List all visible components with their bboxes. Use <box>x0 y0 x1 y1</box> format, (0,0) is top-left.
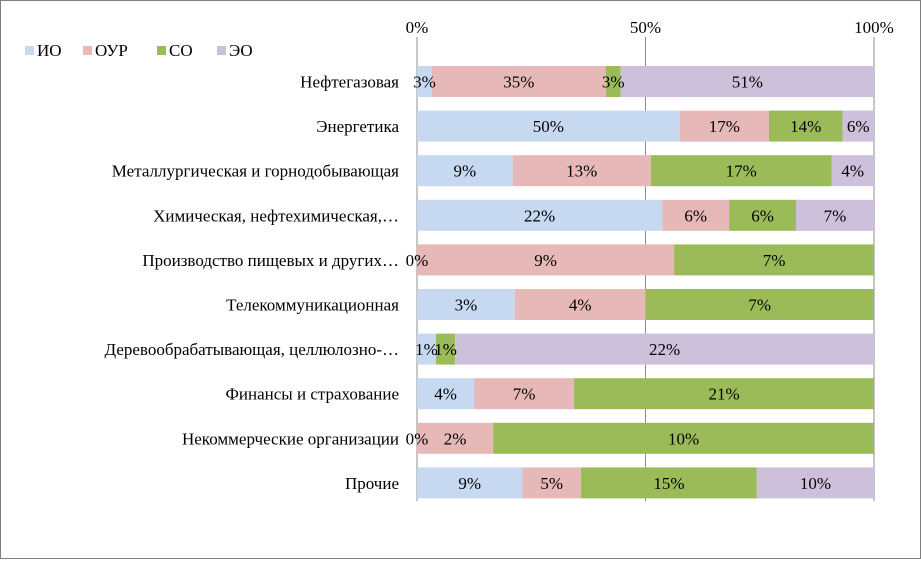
bar-segment <box>574 378 874 410</box>
data-label: 22% <box>524 206 555 225</box>
data-label: 15% <box>653 474 684 493</box>
category-label: Финансы и страхование <box>225 385 399 404</box>
bar-segment <box>417 244 675 276</box>
bar-segment <box>436 333 456 365</box>
legend-swatch <box>25 46 34 55</box>
bar-segment <box>662 199 730 231</box>
data-label: 9% <box>458 474 481 493</box>
category-label: Производство пищевых и других… <box>142 251 399 270</box>
bar-segment <box>729 199 796 231</box>
bar-segment <box>431 66 606 97</box>
legend-label: ИО <box>37 41 62 60</box>
category-label: Химическая, нефтехимическая,… <box>153 206 399 225</box>
data-label: 51% <box>732 73 763 92</box>
legend-swatch <box>83 46 92 55</box>
data-label: 17% <box>726 162 757 181</box>
bar-segment <box>417 378 475 410</box>
data-label: 4% <box>841 162 864 181</box>
bar-segment <box>522 467 582 499</box>
bar-segment <box>674 244 874 276</box>
data-label: 7% <box>748 296 771 315</box>
data-label: 17% <box>709 117 740 136</box>
x-tick-label: 100% <box>854 18 894 37</box>
bar-segment <box>650 155 832 187</box>
bar-segment <box>645 289 874 320</box>
data-labels: 3% 35% 3% 51% 50% 17% 14% 6% 9% 13% 17% 4% 22% 6% 6% 7%… <box>406 73 870 493</box>
data-label: 7% <box>763 251 786 270</box>
bar-segment <box>842 110 874 142</box>
data-label: 10% <box>800 474 831 493</box>
data-label: 6% <box>684 206 707 225</box>
data-label: 4% <box>434 385 457 404</box>
bars <box>417 66 874 499</box>
data-label: 7% <box>824 206 847 225</box>
bar-segment <box>831 155 874 187</box>
bar-segment <box>417 155 513 187</box>
data-label: 50% <box>533 117 564 136</box>
data-label: 13% <box>566 162 597 181</box>
legend-swatch <box>157 46 166 55</box>
bar-segment <box>417 110 680 142</box>
legend: ИО ОУР СО ЭО <box>25 41 253 60</box>
data-label: 4% <box>569 296 592 315</box>
bar-segment <box>620 66 874 97</box>
data-label: 2% <box>444 429 467 448</box>
data-label: 9% <box>534 251 557 270</box>
data-label: 5% <box>540 474 563 493</box>
bar-segment <box>455 333 874 365</box>
bar-segment <box>417 422 494 454</box>
category-label: Прочие <box>345 474 399 493</box>
data-label: 7% <box>513 385 536 404</box>
category-label: Некоммерческие организации <box>182 429 399 448</box>
bar-segment <box>756 467 874 499</box>
x-tick-label: 50% <box>630 18 661 37</box>
data-label: 10% <box>668 429 699 448</box>
category-labels: Нефтегазовая Энергетика Металлургическая и… <box>105 73 400 493</box>
legend-label: ЭО <box>229 41 253 60</box>
legend-label: ОУР <box>95 41 128 60</box>
bar-segment <box>493 422 874 454</box>
data-label: 1% <box>434 340 457 359</box>
bar-segment <box>768 110 843 142</box>
data-label: 3% <box>602 73 625 92</box>
bar-segment <box>514 289 646 320</box>
bar-segment <box>795 199 874 231</box>
data-label: 14% <box>790 117 821 136</box>
bar-segment <box>417 199 663 231</box>
x-axis-ticks: 0% 50% 100% <box>406 18 894 37</box>
data-label: 6% <box>847 117 870 136</box>
data-label: 3% <box>455 296 478 315</box>
data-label: 21% <box>708 385 739 404</box>
bar-segment <box>417 289 515 320</box>
category-label: Металлургическая и горнодобывающая <box>112 162 399 181</box>
bar-segment <box>417 333 437 365</box>
legend-swatch <box>217 46 226 55</box>
category-label: Нефтегазовая <box>300 73 399 92</box>
data-label: 3% <box>413 73 436 92</box>
data-label: 35% <box>503 73 534 92</box>
category-label: Деревообрабатывающая, целлюлозно-… <box>105 340 399 359</box>
data-label: 22% <box>649 340 680 359</box>
bar-segment <box>417 467 523 499</box>
legend-label: СО <box>169 41 193 60</box>
x-tick-label: 0% <box>406 18 429 37</box>
data-label: 9% <box>453 162 476 181</box>
bar-segment <box>474 378 575 410</box>
category-label: Телекоммуникационная <box>226 296 399 315</box>
bar-segment <box>581 467 757 499</box>
bar-segment <box>512 155 651 187</box>
bar-segment <box>605 66 621 97</box>
data-label: 0% <box>406 251 429 270</box>
bar-segment <box>679 110 769 142</box>
data-label: 1% <box>415 340 438 359</box>
data-label: 6% <box>751 206 774 225</box>
category-label: Энергетика <box>316 117 399 136</box>
bar-segment <box>417 66 432 97</box>
data-label: 0% <box>406 429 429 448</box>
